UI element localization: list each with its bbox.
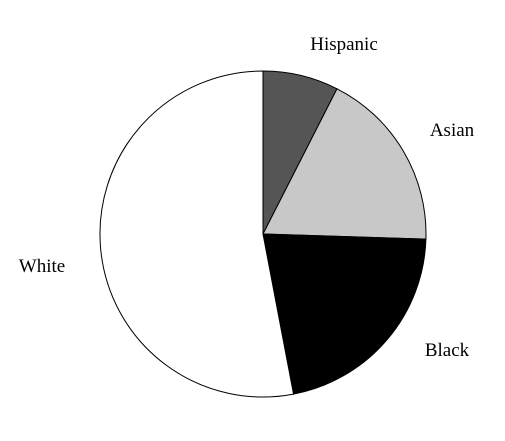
pie-label-hispanic: Hispanic [310,34,378,55]
pie-slices [99,70,427,398]
pie-label-asian: Asian [430,120,475,141]
pie-slice-white [99,70,295,398]
pie-label-black: Black [425,340,470,361]
pie-label-white: White [19,256,65,277]
pie-labels: Hispanic Asian Black White [19,34,475,361]
pie-slice-asian [262,88,427,240]
pie-slice-black [262,233,427,395]
